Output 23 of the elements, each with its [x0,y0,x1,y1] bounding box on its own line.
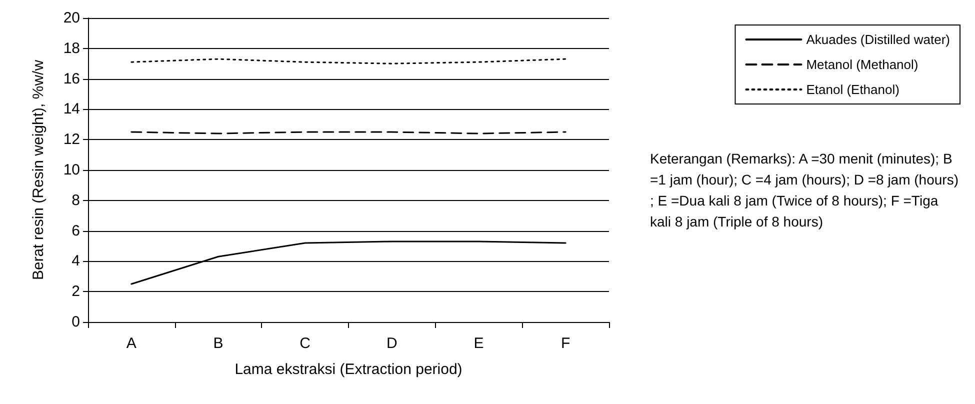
y-tick-label: 20 [63,10,80,26]
y-tick-label: 10 [63,162,80,178]
text: Keterangan (Remarks): A =30 menit (minutes); B =1 jam (hour); C =4 jam (hours); D =8 jam (hours); E =Dua kali 8 jam (Twice of 8 hours); F =Tiga kali 8 jam (Triple of 8 hours) [650,150,958,230]
y-tick-label: 14 [63,100,80,118]
y-tick-label: 6 [72,222,80,240]
legend-label: Etanol (Ethanol) [806,82,900,97]
y-tick-label: 2 [72,283,80,300]
x-axis-title: Lama ekstraksi (Extraction period) [234,361,462,378]
legend-label: Akuades (Distilled water) [806,32,950,47]
x-tick-label: D [386,335,398,352]
x-tick-label: C [300,335,311,352]
y-tick-label: 4 [72,252,80,270]
y-tick-label: 0 [72,314,80,330]
x-tick-label: F [560,335,570,352]
x-tick-label: A [126,335,136,352]
legend-label: Metanol (Methanol) [806,57,918,72]
y-tick-label: 12 [63,131,80,148]
y-tick-label: 16 [63,70,80,88]
y-axis-title: Berat resin (Resin weight), %w/w [30,60,47,280]
y-tick-label: 18 [63,40,80,57]
y-tick-label: 8 [72,192,80,209]
x-tick-label: E [474,335,484,352]
x-tick-label: B [213,335,224,352]
